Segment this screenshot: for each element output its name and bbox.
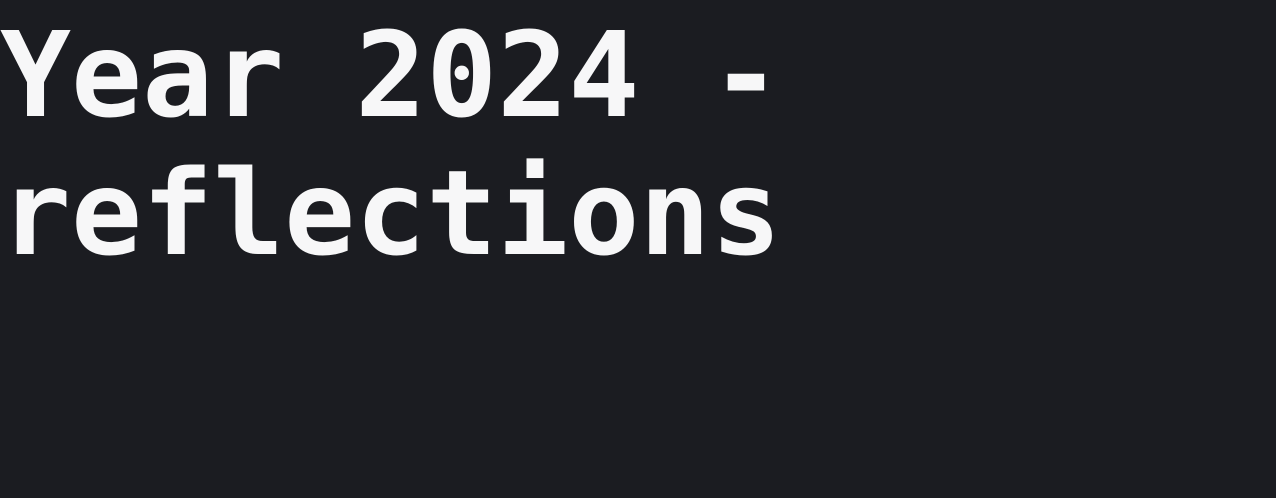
page-title-line-1: Year 2024 - xyxy=(0,6,782,144)
page-title-line-2: reflections xyxy=(0,144,782,282)
page-title: Year 2024 - reflections xyxy=(0,6,781,282)
